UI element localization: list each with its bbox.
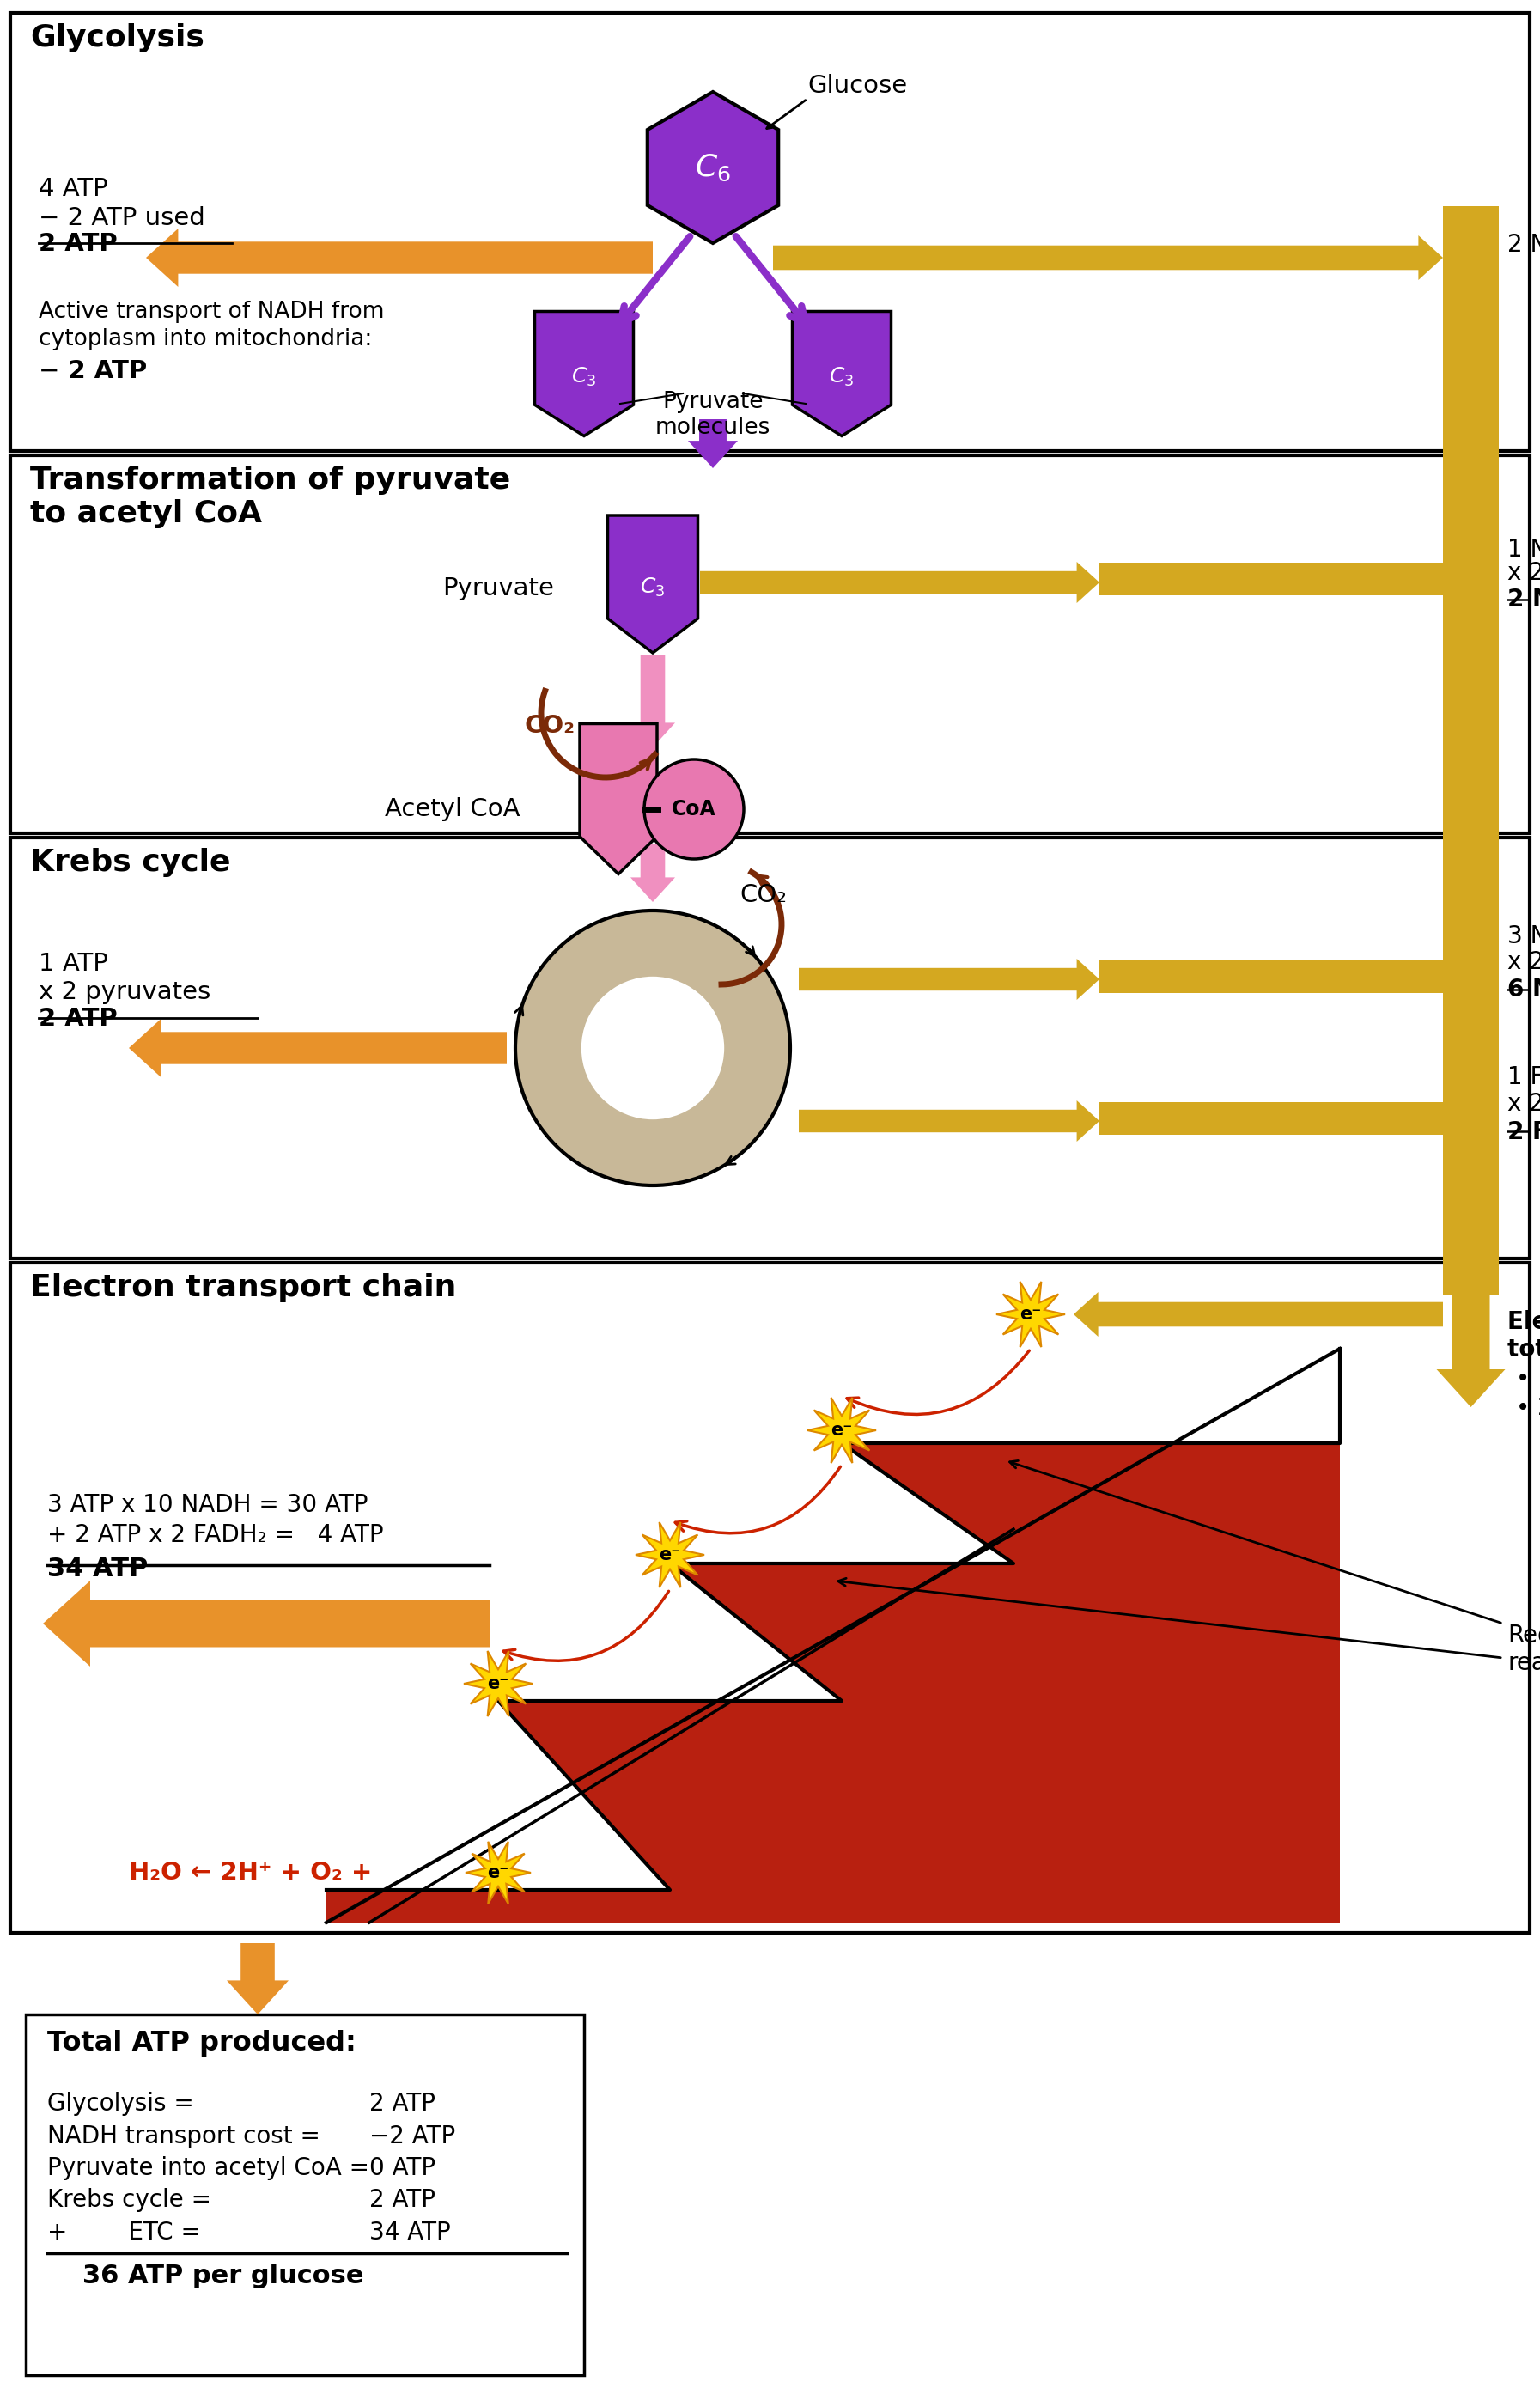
Text: 2 FADH₂: 2 FADH₂ bbox=[1508, 1121, 1540, 1145]
Polygon shape bbox=[226, 1942, 288, 2014]
Polygon shape bbox=[146, 228, 653, 286]
Text: Krebs cycle: Krebs cycle bbox=[31, 848, 231, 876]
Text: Transformation of pyruvate
to acetyl CoA: Transformation of pyruvate to acetyl CoA bbox=[31, 466, 510, 528]
Polygon shape bbox=[129, 1018, 507, 1078]
Text: NADH transport cost =: NADH transport cost = bbox=[48, 2125, 320, 2149]
Text: • 10 NADH: • 10 NADH bbox=[1515, 1366, 1540, 1390]
Polygon shape bbox=[1073, 1292, 1443, 1337]
Text: CoA: CoA bbox=[671, 800, 716, 819]
Text: Acetyl CoA: Acetyl CoA bbox=[385, 797, 519, 821]
Text: +        ETC =: + ETC = bbox=[48, 2221, 200, 2245]
Text: Pyruvate: Pyruvate bbox=[442, 576, 554, 600]
Text: e⁻: e⁻ bbox=[487, 1863, 510, 1882]
FancyBboxPatch shape bbox=[1100, 960, 1443, 994]
Circle shape bbox=[644, 759, 744, 860]
Polygon shape bbox=[1437, 1297, 1505, 1407]
Text: 34 ATP: 34 ATP bbox=[370, 2221, 451, 2245]
Text: 2 NADH: 2 NADH bbox=[1508, 588, 1540, 612]
Text: 3 NADH: 3 NADH bbox=[1508, 924, 1540, 948]
Text: x 2 pyruvates: x 2 pyruvates bbox=[1508, 951, 1540, 975]
Text: Pyruvate
molecules: Pyruvate molecules bbox=[654, 391, 770, 439]
Text: −2 ATP: −2 ATP bbox=[370, 2125, 456, 2149]
Text: 6 NADH: 6 NADH bbox=[1508, 977, 1540, 1001]
Text: e⁻: e⁻ bbox=[1019, 1306, 1041, 1323]
FancyBboxPatch shape bbox=[1100, 1102, 1443, 1136]
Text: Redox
reactions: Redox reactions bbox=[1508, 1623, 1540, 1676]
Polygon shape bbox=[647, 91, 778, 243]
Polygon shape bbox=[630, 824, 676, 850]
Polygon shape bbox=[701, 562, 1100, 603]
FancyBboxPatch shape bbox=[11, 838, 1529, 1258]
Text: 2 ATP: 2 ATP bbox=[370, 2091, 436, 2115]
Polygon shape bbox=[630, 845, 675, 903]
Polygon shape bbox=[534, 312, 633, 437]
Text: 1 NADH: 1 NADH bbox=[1508, 538, 1540, 562]
Text: $C_3$: $C_3$ bbox=[571, 365, 596, 389]
Polygon shape bbox=[807, 1397, 876, 1462]
Text: 36 ATP per glucose: 36 ATP per glucose bbox=[83, 2264, 363, 2288]
Text: Electron transport chain: Electron transport chain bbox=[31, 1273, 456, 1301]
Text: x 2 pyruvates: x 2 pyruvates bbox=[1508, 562, 1540, 586]
Text: x 2 pyruvates: x 2 pyruvates bbox=[1508, 1092, 1540, 1116]
Circle shape bbox=[516, 910, 790, 1186]
Polygon shape bbox=[464, 1652, 533, 1717]
Text: Electron carrier
total per glucose:: Electron carrier total per glucose: bbox=[1508, 1311, 1540, 1361]
Polygon shape bbox=[773, 235, 1443, 281]
Text: 1 ATP: 1 ATP bbox=[39, 951, 108, 975]
Text: Pyruvate into acetyl CoA =: Pyruvate into acetyl CoA = bbox=[48, 2156, 370, 2180]
Text: CO₂: CO₂ bbox=[524, 713, 574, 737]
FancyBboxPatch shape bbox=[11, 12, 1529, 451]
Text: CO₂: CO₂ bbox=[739, 884, 787, 908]
Polygon shape bbox=[608, 516, 698, 653]
Text: Total ATP produced:: Total ATP produced: bbox=[48, 2029, 356, 2058]
Polygon shape bbox=[636, 1522, 704, 1587]
Text: 0 ATP: 0 ATP bbox=[370, 2156, 436, 2180]
FancyBboxPatch shape bbox=[1443, 206, 1498, 1297]
Text: 1 FADH₂: 1 FADH₂ bbox=[1508, 1066, 1540, 1090]
Text: + 2 ATP x 2 FADH₂ =   4 ATP: + 2 ATP x 2 FADH₂ = 4 ATP bbox=[48, 1522, 383, 1546]
Polygon shape bbox=[793, 312, 892, 437]
FancyBboxPatch shape bbox=[11, 1263, 1529, 1933]
Polygon shape bbox=[326, 1349, 1340, 1923]
Text: 2 ATP: 2 ATP bbox=[370, 2187, 436, 2211]
Text: cytoplasm into mitochondria:: cytoplasm into mitochondria: bbox=[39, 329, 373, 351]
Text: e⁻: e⁻ bbox=[659, 1546, 681, 1563]
Text: $C_3$: $C_3$ bbox=[641, 576, 665, 598]
Text: Glycolysis: Glycolysis bbox=[31, 24, 205, 53]
Text: Active transport of NADH from: Active transport of NADH from bbox=[39, 300, 385, 324]
Polygon shape bbox=[43, 1580, 490, 1666]
Text: e⁻: e⁻ bbox=[487, 1676, 510, 1693]
Text: $C_3$: $C_3$ bbox=[829, 365, 855, 389]
FancyBboxPatch shape bbox=[1100, 562, 1443, 595]
Text: e⁻: e⁻ bbox=[832, 1421, 853, 1438]
Text: Glucose: Glucose bbox=[807, 74, 907, 98]
Text: 34 ATP: 34 ATP bbox=[48, 1556, 148, 1582]
Polygon shape bbox=[996, 1282, 1066, 1347]
Polygon shape bbox=[799, 1100, 1100, 1140]
Polygon shape bbox=[799, 958, 1100, 999]
Polygon shape bbox=[688, 420, 738, 468]
Text: x 2 pyruvates: x 2 pyruvates bbox=[39, 980, 211, 1004]
Text: Glycolysis =: Glycolysis = bbox=[48, 2091, 194, 2115]
Polygon shape bbox=[579, 723, 658, 874]
Polygon shape bbox=[630, 655, 675, 747]
Text: 4 ATP: 4 ATP bbox=[39, 178, 108, 202]
Polygon shape bbox=[465, 1842, 531, 1904]
Text: 2 ATP: 2 ATP bbox=[39, 233, 117, 257]
Text: − 2 ATP: − 2 ATP bbox=[39, 360, 148, 384]
Text: Krebs cycle =: Krebs cycle = bbox=[48, 2187, 211, 2211]
Circle shape bbox=[581, 977, 724, 1119]
Text: 3 ATP x 10 NADH = 30 ATP: 3 ATP x 10 NADH = 30 ATP bbox=[48, 1493, 368, 1517]
FancyBboxPatch shape bbox=[26, 2014, 584, 2375]
Text: $C_6$: $C_6$ bbox=[695, 151, 732, 182]
Text: H₂O ← 2H⁺ + O₂ +: H₂O ← 2H⁺ + O₂ + bbox=[129, 1861, 380, 1885]
FancyBboxPatch shape bbox=[11, 456, 1529, 833]
Text: • 2 FADH₂: • 2 FADH₂ bbox=[1515, 1395, 1540, 1419]
Text: 2 NADH: 2 NADH bbox=[1508, 233, 1540, 257]
Text: 2 ATP: 2 ATP bbox=[39, 1006, 117, 1030]
Text: − 2 ATP used: − 2 ATP used bbox=[39, 206, 205, 230]
